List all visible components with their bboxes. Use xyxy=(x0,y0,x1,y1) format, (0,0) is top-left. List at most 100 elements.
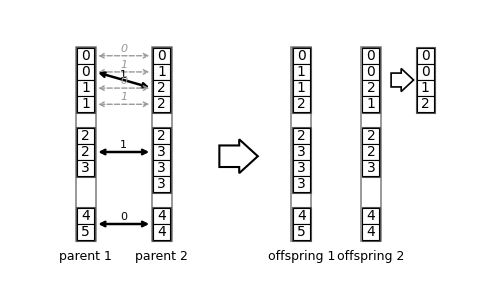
Text: 0: 0 xyxy=(120,76,128,86)
Text: 0: 0 xyxy=(366,65,376,79)
Bar xyxy=(153,224,170,240)
Bar xyxy=(292,176,310,192)
Bar xyxy=(292,96,310,112)
Text: 1: 1 xyxy=(82,97,90,111)
Text: 3: 3 xyxy=(297,177,306,191)
Bar xyxy=(153,176,170,192)
Text: 2: 2 xyxy=(297,97,306,111)
Bar xyxy=(416,64,434,80)
Bar xyxy=(292,128,310,144)
Text: 3: 3 xyxy=(82,161,90,175)
Bar xyxy=(361,47,381,241)
Text: 4: 4 xyxy=(158,225,166,239)
Text: 1: 1 xyxy=(366,97,376,111)
Bar xyxy=(292,224,310,240)
Text: 1: 1 xyxy=(120,70,127,80)
Text: 2: 2 xyxy=(366,81,376,95)
Text: 2: 2 xyxy=(366,145,376,159)
Text: 0: 0 xyxy=(120,44,128,54)
Text: 1: 1 xyxy=(158,65,166,79)
Text: 1: 1 xyxy=(120,92,128,102)
Text: 2: 2 xyxy=(421,97,430,111)
Text: 2: 2 xyxy=(158,129,166,143)
Text: parent 2: parent 2 xyxy=(136,250,188,263)
Bar xyxy=(77,144,94,160)
Polygon shape xyxy=(391,68,413,92)
Bar xyxy=(362,224,380,240)
Text: 0: 0 xyxy=(120,212,127,222)
Text: 2: 2 xyxy=(158,97,166,111)
Bar xyxy=(153,128,170,144)
Text: 1: 1 xyxy=(421,81,430,95)
Text: 3: 3 xyxy=(366,161,376,175)
Bar xyxy=(362,80,380,96)
Bar xyxy=(292,80,310,96)
Bar xyxy=(416,80,434,96)
Bar xyxy=(292,160,310,176)
Bar xyxy=(77,96,94,112)
Text: 3: 3 xyxy=(158,177,166,191)
Polygon shape xyxy=(220,139,258,173)
Text: 2: 2 xyxy=(158,81,166,95)
Text: 4: 4 xyxy=(297,209,306,223)
Text: 1: 1 xyxy=(82,81,90,95)
Text: 3: 3 xyxy=(297,145,306,159)
Text: offspring 2: offspring 2 xyxy=(338,250,404,263)
Text: 3: 3 xyxy=(297,161,306,175)
Text: 2: 2 xyxy=(82,145,90,159)
Bar xyxy=(77,160,94,176)
Text: 1: 1 xyxy=(297,65,306,79)
Bar xyxy=(153,48,170,64)
Bar xyxy=(362,48,380,64)
Bar xyxy=(76,127,95,177)
Bar xyxy=(152,47,171,113)
Bar xyxy=(362,128,380,144)
Bar xyxy=(292,127,310,193)
Bar xyxy=(76,207,95,241)
Bar xyxy=(292,47,311,241)
Text: 4: 4 xyxy=(366,209,376,223)
Bar xyxy=(153,96,170,112)
Bar xyxy=(416,47,434,113)
Text: 1: 1 xyxy=(120,60,128,70)
Bar xyxy=(77,48,94,64)
Text: 5: 5 xyxy=(82,225,90,239)
Text: 4: 4 xyxy=(366,225,376,239)
Text: 0: 0 xyxy=(421,49,430,63)
Text: 0: 0 xyxy=(297,49,306,63)
Bar xyxy=(77,80,94,96)
Bar xyxy=(153,208,170,224)
Text: 2: 2 xyxy=(366,129,376,143)
Bar xyxy=(362,208,380,224)
Bar xyxy=(362,47,380,113)
Text: 0: 0 xyxy=(82,65,90,79)
Bar xyxy=(153,64,170,80)
Bar xyxy=(362,127,380,177)
Bar xyxy=(152,207,171,241)
Bar xyxy=(76,47,96,241)
Bar xyxy=(362,144,380,160)
Bar xyxy=(416,96,434,112)
Text: 0: 0 xyxy=(366,49,376,63)
Bar xyxy=(416,48,434,64)
Text: parent 1: parent 1 xyxy=(60,250,112,263)
Text: 3: 3 xyxy=(158,161,166,175)
Bar xyxy=(77,224,94,240)
Bar xyxy=(153,160,170,176)
Bar xyxy=(362,207,380,241)
Bar xyxy=(292,48,310,64)
Bar xyxy=(292,47,310,113)
Bar xyxy=(362,160,380,176)
Bar xyxy=(153,144,170,160)
Text: 2: 2 xyxy=(297,129,306,143)
Bar xyxy=(292,207,310,241)
Bar xyxy=(362,64,380,80)
Bar xyxy=(292,208,310,224)
Bar xyxy=(152,127,171,193)
Bar xyxy=(76,47,95,113)
Bar xyxy=(292,144,310,160)
Text: 5: 5 xyxy=(297,225,306,239)
Text: 0: 0 xyxy=(82,49,90,63)
Text: 4: 4 xyxy=(82,209,90,223)
Text: 0: 0 xyxy=(158,49,166,63)
